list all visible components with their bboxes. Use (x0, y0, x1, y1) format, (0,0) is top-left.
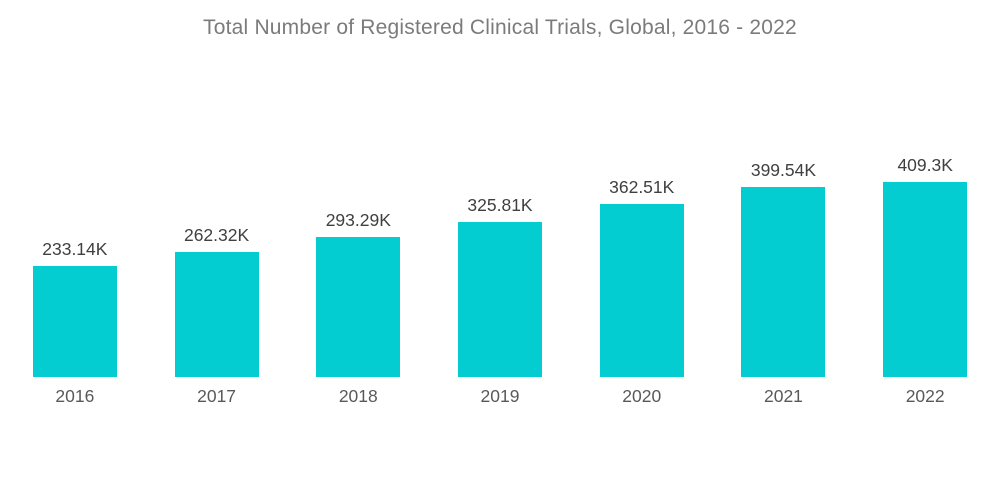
bar-column-2017: 262.32K 2017 (146, 148, 288, 406)
bar-column-2016: 233.14K 2016 (4, 148, 146, 406)
bar-column-2022: 409.3K 2022 (854, 148, 996, 406)
bar-value-label: 325.81K (467, 195, 533, 215)
bar-chart-plot-area: 233.14K 2016 262.32K 2017 293.29K 2018 325.81K… (4, 148, 996, 406)
x-axis-label: 2016 (55, 386, 95, 406)
bar-value-label: 399.54K (750, 160, 817, 180)
bar-value-label: 409.3K (897, 155, 953, 175)
bar-column-2020: 362.51K 2020 (571, 148, 713, 406)
x-axis-label: 2017 (197, 386, 237, 406)
x-axis-label: 2018 (338, 386, 378, 406)
bar-2017 (174, 252, 259, 377)
x-axis-label: 2022 (905, 386, 945, 406)
bar-column-2021: 399.54K 2021 (713, 148, 855, 406)
x-axis-label: 2019 (480, 386, 520, 406)
bar-value-label: 362.51K (609, 177, 675, 197)
bar-2019 (458, 222, 543, 377)
bar-2022 (883, 182, 968, 377)
bar-2020 (599, 204, 684, 377)
bar-value-label: 233.14K (42, 239, 108, 259)
bar-2018 (316, 237, 401, 377)
bar-value-label: 262.32K (183, 225, 250, 245)
bar-2021 (741, 187, 826, 377)
x-axis-label: 2021 (763, 386, 803, 406)
bar-value-label: 293.29K (325, 210, 391, 230)
bar-column-2018: 293.29K 2018 (287, 148, 429, 406)
bar-column-2019: 325.81K 2019 (429, 148, 571, 406)
x-axis-label: 2020 (622, 386, 662, 406)
chart-title: Total Number of Registered Clinical Tria… (203, 16, 797, 39)
bar-2016 (32, 266, 117, 377)
